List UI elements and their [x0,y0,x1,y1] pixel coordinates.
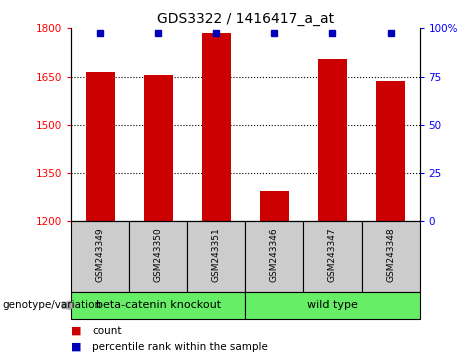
Text: percentile rank within the sample: percentile rank within the sample [92,342,268,352]
Bar [303,221,361,292]
Text: ■: ■ [71,342,82,352]
Title: GDS3322 / 1416417_a_at: GDS3322 / 1416417_a_at [157,12,334,26]
Text: GSM243347: GSM243347 [328,227,337,281]
Bar [71,221,130,292]
Text: GSM243349: GSM243349 [96,227,105,281]
Bar [130,221,188,292]
Bar [188,221,245,292]
Text: genotype/variation: genotype/variation [2,300,101,310]
Bar [144,75,173,221]
Text: GSM243348: GSM243348 [386,227,395,281]
Bar [245,221,303,292]
Text: ■: ■ [71,326,82,336]
Text: count: count [92,326,122,336]
Text: wild type: wild type [307,300,358,310]
Bar [376,81,405,221]
Bar [202,33,231,221]
Bar [71,292,245,319]
Bar [86,72,115,221]
Bar [245,292,420,319]
Text: beta-catenin knockout: beta-catenin knockout [96,300,221,310]
Text: GSM243351: GSM243351 [212,227,221,282]
Bar [260,191,289,221]
Bar [361,221,420,292]
Text: GSM243350: GSM243350 [154,227,163,282]
Bar [318,59,347,221]
Text: GSM243346: GSM243346 [270,227,279,281]
